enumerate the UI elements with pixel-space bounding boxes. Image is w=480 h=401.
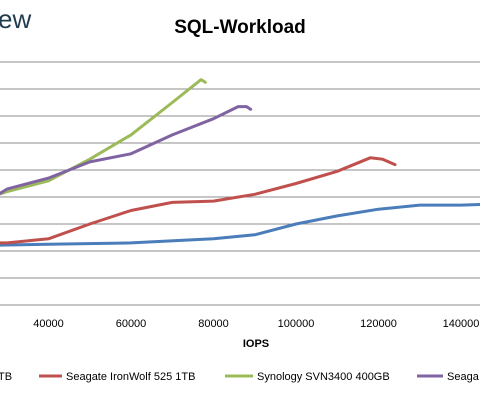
chart-title: SQL-Workload — [174, 17, 306, 38]
x-tick-label: 60000 — [116, 318, 147, 330]
legend-label-3: Synology SVN3400 400GB — [257, 371, 390, 383]
x-tick-label: 40000 — [33, 318, 64, 330]
legend-label-2: Seagate IronWolf 525 1TB — [66, 371, 195, 383]
series-lines — [0, 78, 480, 247]
x-axis-title: IOPS — [243, 338, 269, 350]
gridlines — [0, 61, 480, 279]
legend: TB Seagate IronWolf 525 1TB Synology SVN34… — [0, 371, 480, 383]
x-tick-label: 120000 — [360, 318, 397, 330]
x-tick-label: 80000 — [198, 318, 229, 330]
x-tick-label: 100000 — [278, 318, 315, 330]
x-tick-labels: 40000 60000 80000 100000 120000 140000 — [33, 318, 479, 330]
legend-label-1: TB — [0, 371, 12, 383]
x-tick-label: 140000 — [443, 318, 480, 330]
logo-text: ew — [0, 4, 31, 34]
series-line-2 — [0, 156, 397, 245]
series-line-4 — [0, 105, 253, 196]
series-line-1 — [0, 203, 480, 247]
series-line-3 — [0, 78, 207, 196]
legend-label-4: Seaga — [447, 371, 480, 383]
